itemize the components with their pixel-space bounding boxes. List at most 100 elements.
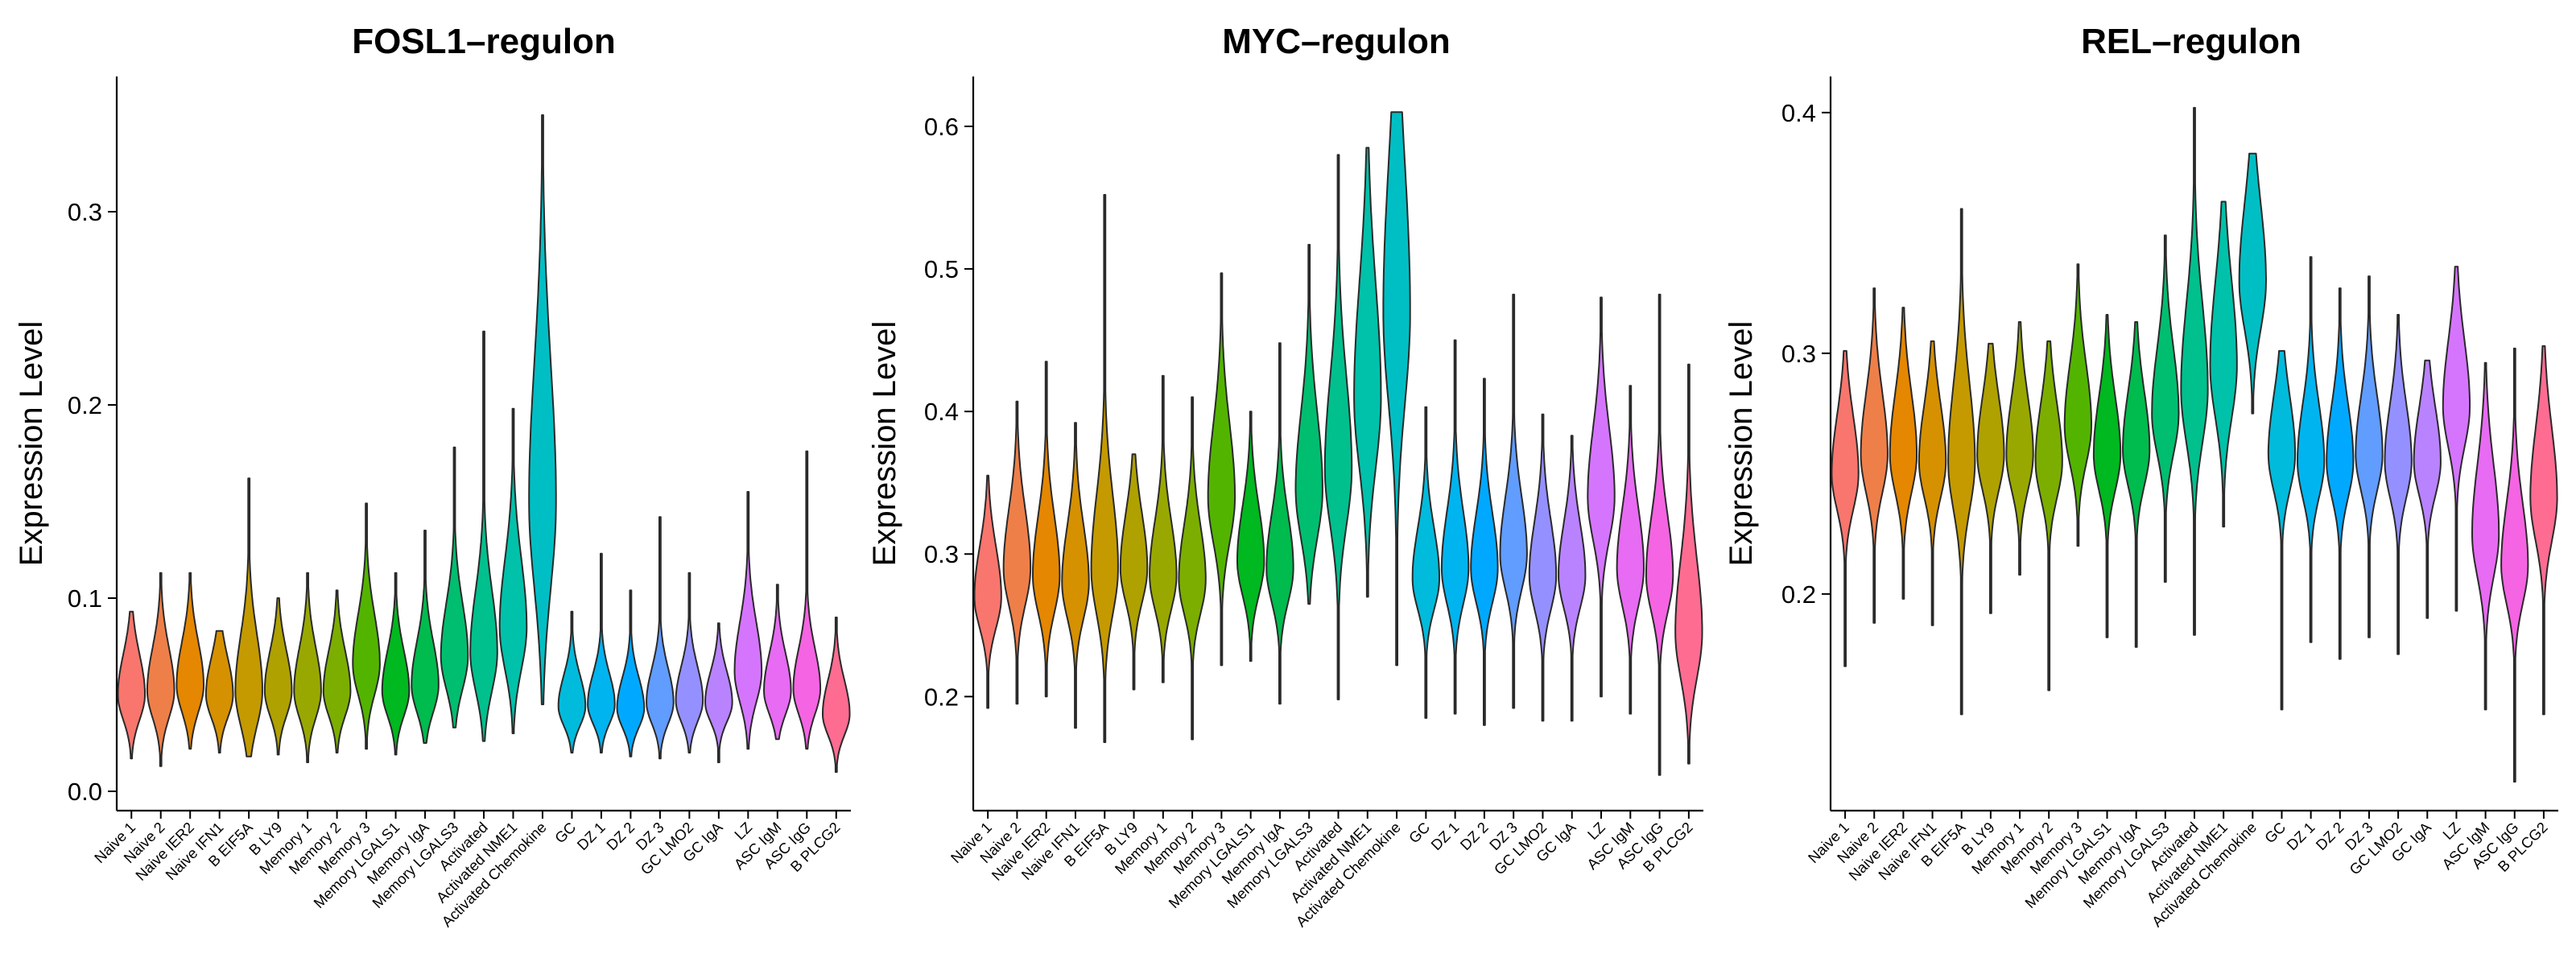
violin-b-eif5a	[1090, 194, 1119, 743]
violin-naive-ier2	[1032, 361, 1061, 698]
panel-title: FOSL1–regulon	[352, 22, 616, 61]
violin-activated-nme1	[1353, 147, 1382, 598]
violin-naive-ier2	[1889, 307, 1918, 600]
y-tick-label: 0.1	[68, 584, 102, 613]
violin-dz-3	[646, 516, 675, 760]
panel-title: REL–regulon	[2081, 22, 2301, 61]
violin-activated-nme1	[498, 407, 528, 734]
violin-naive-2	[146, 572, 175, 767]
violin-memory-1	[293, 572, 322, 763]
violin-memory-lgals1	[2092, 314, 2122, 638]
violin-b-plcg2	[822, 617, 851, 773]
y-axis-title: Expression Level	[867, 321, 902, 567]
violin-b-ly9	[263, 597, 293, 756]
violin-naive-1	[973, 474, 1002, 709]
violin-memory-lgals1	[381, 572, 411, 756]
violin-activated	[2180, 106, 2209, 636]
violin-asc-igm	[763, 584, 792, 741]
violin-gc-iga	[704, 622, 733, 763]
violin-gc-iga	[2413, 359, 2442, 619]
x-category-label: DZ 2	[2312, 819, 2347, 853]
violin-memory-iga	[411, 530, 440, 744]
violin-naive-1	[117, 610, 146, 760]
violin-activated-chemokine	[1382, 111, 1411, 667]
violin-naive-ifn1	[1918, 340, 1947, 626]
violin-asc-igg	[792, 450, 822, 750]
violin-naive-1	[1831, 349, 1860, 667]
violin-memory-2	[322, 589, 352, 753]
violin-activated-chemokine	[528, 114, 557, 705]
y-tick-label: 0.5	[924, 255, 959, 283]
violin-asc-igm	[2471, 361, 2500, 711]
y-tick-label: 0.4	[924, 398, 959, 426]
y-axis-title: Expression Level	[1724, 321, 1759, 567]
violin-b-ly9	[1119, 453, 1149, 691]
violin-b-plcg2	[1674, 363, 1703, 765]
violin-gc-iga	[1558, 435, 1587, 722]
violin-memory-lgals3	[2151, 234, 2180, 583]
violin-dz-2	[2326, 287, 2355, 660]
violin-activated-nme1	[2209, 200, 2238, 528]
violin-b-ly9	[1976, 342, 2005, 614]
x-category-label: DZ 1	[2283, 819, 2318, 853]
violin-dz-1	[587, 552, 616, 753]
y-tick-label: 0.0	[68, 778, 102, 806]
y-tick-label: 0.3	[1781, 340, 1816, 368]
y-tick-label: 0.3	[924, 540, 959, 568]
violin-panel-2: MYC–regulon Expression Level 0.2 0.3 0.4 0.5 0…	[867, 22, 1703, 930]
violin-memory-2	[1178, 396, 1207, 741]
x-category-label: DZ 2	[603, 819, 638, 853]
violin-naive-2	[1860, 287, 1889, 624]
violin-memory-lgals3	[1294, 244, 1323, 605]
y-tick-label: 0.4	[1781, 99, 1816, 127]
violin-panel-1: FOSL1–regulon Expression Level 0.0 0.1 0.2 0.…	[14, 22, 851, 930]
violin-asc-igm	[1616, 385, 1645, 715]
violin-dz-1	[1440, 339, 1470, 715]
y-tick-label: 0.6	[924, 113, 959, 141]
violin-memory-lgals1	[1236, 411, 1265, 663]
violin-lz	[733, 491, 763, 750]
violin-memory-3	[2063, 263, 2092, 547]
violin-dz-1	[2297, 256, 2326, 643]
panel-title: MYC–regulon	[1222, 22, 1451, 61]
violin-dz-2	[616, 589, 646, 758]
violin-dz-3	[2355, 275, 2384, 638]
y-tick-label: 0.3	[68, 198, 102, 226]
y-axis-title: Expression Level	[14, 321, 49, 567]
violin-memory-iga	[2122, 321, 2151, 648]
violin-activated	[469, 330, 498, 742]
violin-lz	[2442, 266, 2471, 612]
y-tick-label: 0.2	[924, 683, 959, 711]
violin-b-eif5a	[234, 477, 263, 758]
violin-b-plcg2	[2529, 345, 2558, 716]
violin-naive-ier2	[175, 572, 204, 750]
violin-dz-3	[1499, 293, 1528, 709]
violin-memory-iga	[1265, 342, 1294, 705]
violin-memory-2	[2034, 340, 2063, 691]
violin-asc-igg	[1645, 293, 1674, 776]
violin-activated-chemokine	[2238, 152, 2267, 415]
violin-memory-1	[2005, 321, 2034, 576]
y-tick-label: 0.2	[68, 391, 102, 419]
violin-asc-igg	[2500, 347, 2529, 783]
violin-gc	[1411, 406, 1440, 719]
violin-gc	[2267, 349, 2297, 711]
violin-dz-2	[1470, 378, 1499, 726]
violin-naive-ifn1	[204, 630, 234, 753]
violin-activated	[1323, 154, 1353, 700]
violin-memory-lgals3	[440, 446, 469, 729]
violin-gc	[557, 610, 587, 753]
violin-gc-lmo2	[675, 572, 704, 753]
x-category-label: DZ 2	[1457, 819, 1492, 853]
violin-gc-lmo2	[1528, 413, 1558, 722]
x-category-label: DZ 1	[574, 819, 609, 853]
violin-naive-2	[1002, 400, 1032, 705]
violin-lz	[1587, 296, 1616, 698]
violin-naive-ifn1	[1061, 422, 1090, 729]
violin-memory-3	[1207, 272, 1236, 667]
x-category-label: DZ 1	[1427, 819, 1462, 853]
violin-b-eif5a	[1947, 208, 1976, 716]
violin-memory-3	[352, 502, 381, 750]
